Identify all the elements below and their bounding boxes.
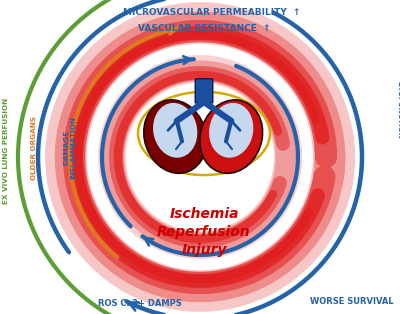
Text: DAMAGE
INFLAMMATION: DAMAGE INFLAMMATION xyxy=(64,116,76,179)
Ellipse shape xyxy=(144,100,206,173)
Text: PRIMARY GRAFT
DYSFUNCTION: PRIMARY GRAFT DYSFUNCTION xyxy=(397,77,400,143)
Text: EX VIVO LUNG PERFUSION: EX VIVO LUNG PERFUSION xyxy=(3,98,9,204)
Ellipse shape xyxy=(153,103,197,158)
Text: VASCULAR RESISTANCE  ↑: VASCULAR RESISTANCE ↑ xyxy=(138,24,270,33)
FancyBboxPatch shape xyxy=(195,79,213,103)
Text: Ischemia
Reperfusion
Injury: Ischemia Reperfusion Injury xyxy=(157,207,251,257)
Text: WORSE SURVIVAL: WORSE SURVIVAL xyxy=(310,297,394,306)
Ellipse shape xyxy=(200,100,262,173)
Text: OLDER ORGANS: OLDER ORGANS xyxy=(31,116,37,180)
Text: MICROVASCULAR PERMEABILITY  ↑: MICROVASCULAR PERMEABILITY ↑ xyxy=(123,8,301,17)
Text: ROS Ca2+ DAMPS: ROS Ca2+ DAMPS xyxy=(98,299,182,308)
Ellipse shape xyxy=(209,103,253,158)
